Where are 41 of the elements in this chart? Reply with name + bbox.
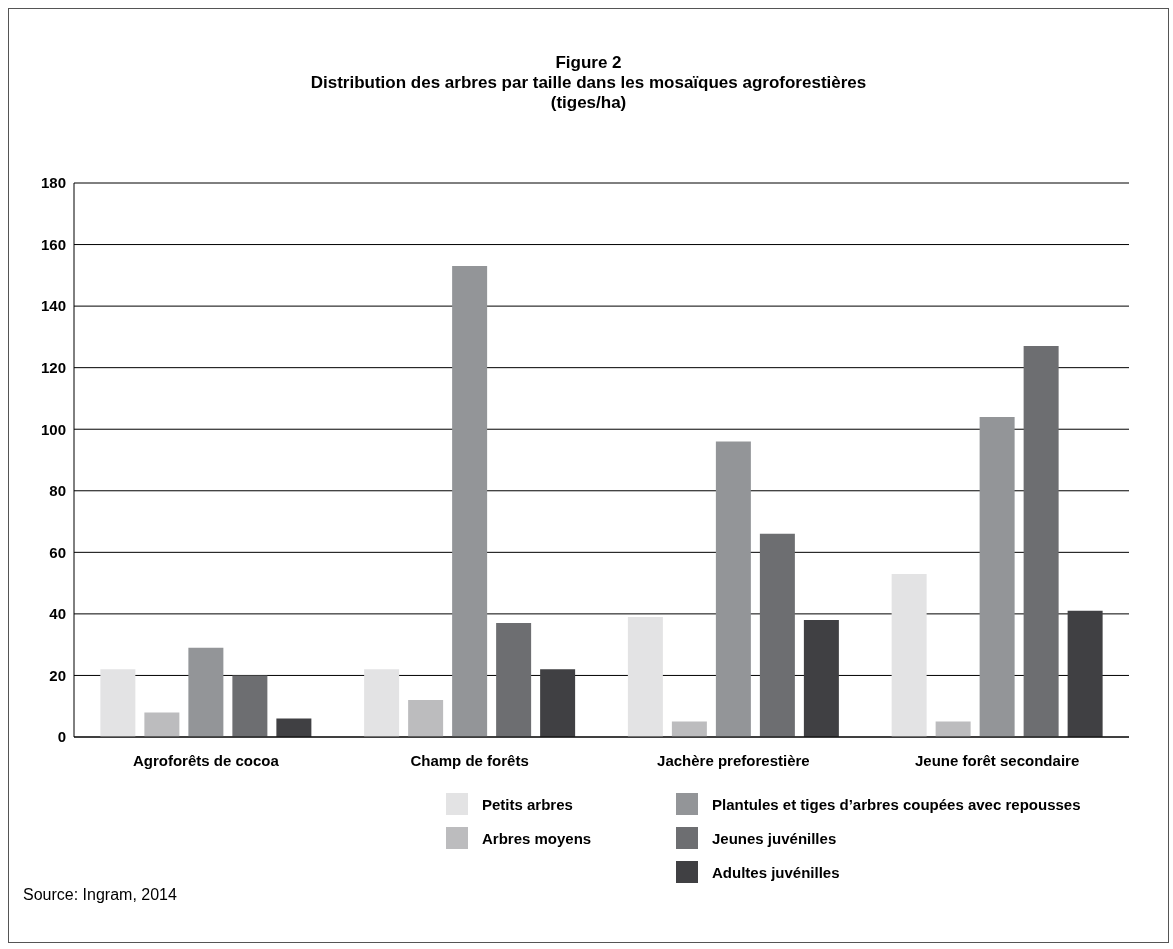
bar (452, 266, 488, 737)
bar (276, 718, 312, 737)
bar (232, 675, 268, 737)
bar (496, 623, 532, 737)
y-tick-label: 20 (49, 666, 66, 684)
bar (759, 533, 795, 737)
y-tick-label: 0 (57, 728, 66, 746)
x-tick-label: Agroforêts de cocoa (132, 751, 280, 769)
bar (1067, 610, 1103, 737)
bar (540, 669, 576, 737)
x-tick-label: Champ de forêts (410, 751, 529, 769)
x-tick-label: Jachère preforestière (657, 751, 810, 769)
bar (935, 721, 971, 737)
chart-title: Figure 2 Distribution des arbres par taille dans les mosaïques agroforestières (tiges/ha) (309, 53, 868, 113)
legend-label: Plantules et tiges d’arbres coupées avec repousses (712, 795, 1081, 813)
x-tick-label: Jeune forêt secondaire (915, 751, 1080, 769)
y-tick-label: 160 (40, 235, 66, 253)
bar (891, 573, 927, 737)
legend-label: Petits arbres (482, 795, 573, 813)
legend-label: Arbres moyens (482, 829, 592, 847)
source-note: Source: Ingram, 2014 (23, 886, 177, 904)
y-tick-label: 60 (49, 543, 66, 561)
bar (408, 700, 444, 737)
bar (803, 620, 839, 737)
bar (1023, 346, 1059, 737)
bar (715, 441, 751, 737)
y-tick-label: 80 (49, 482, 66, 500)
bar (188, 647, 224, 737)
y-tick-label: 180 (40, 174, 66, 192)
bar (627, 616, 663, 737)
legend-label: Jeunes juvénilles (712, 829, 837, 847)
y-tick-label: 140 (40, 297, 66, 315)
bar (100, 669, 136, 737)
y-tick-label: 40 (49, 605, 66, 623)
bar (364, 669, 400, 737)
legend-label: Adultes juvénilles (712, 863, 840, 881)
y-tick-label: 120 (40, 358, 66, 376)
bar (144, 712, 180, 737)
bar (671, 721, 707, 737)
bar (979, 416, 1015, 737)
y-tick-label: 100 (40, 420, 66, 438)
